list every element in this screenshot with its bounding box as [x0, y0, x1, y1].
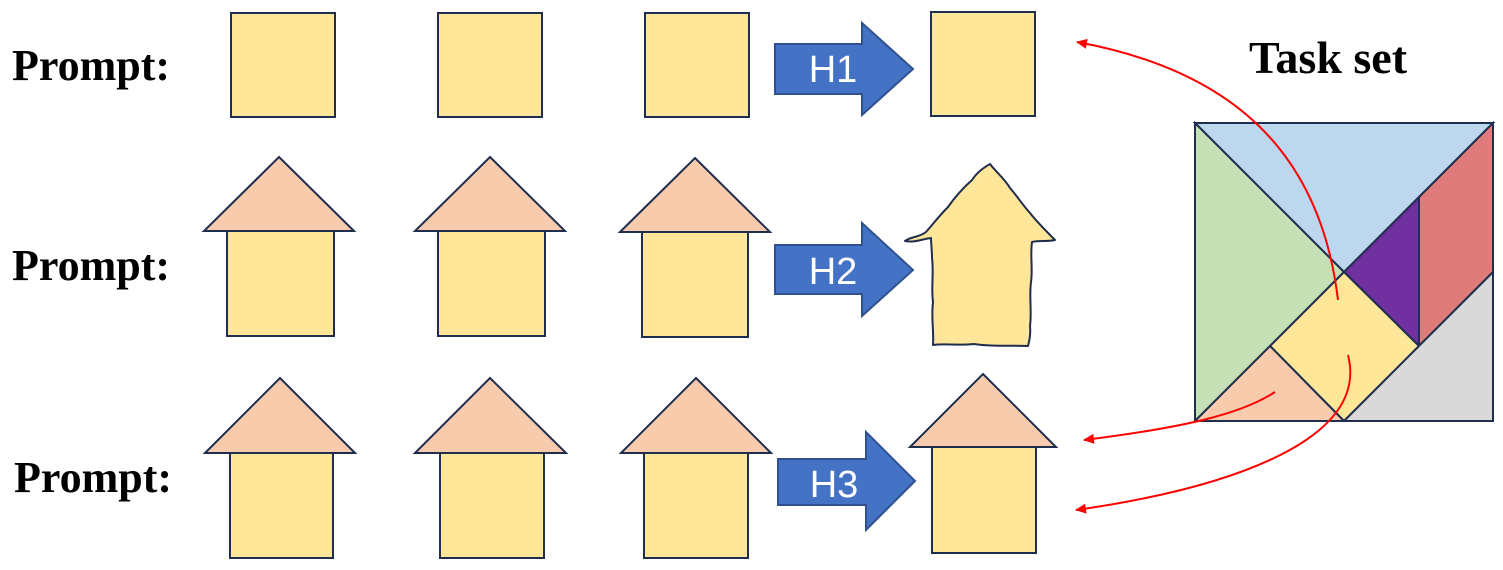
row-2-house-2: [412, 155, 568, 337]
tangram: [1192, 120, 1496, 424]
row-1-arrow-label: H1: [809, 49, 858, 91]
row-2-arrow-label: H2: [809, 251, 858, 293]
row-3-house-2: [412, 376, 569, 559]
row-2-house-3: [617, 156, 773, 338]
row-3-prompt-label: Prompt:: [14, 453, 172, 502]
row-2-house-1-body: [226, 230, 335, 337]
row-1-prompt-label: Prompt:: [12, 41, 170, 90]
connectors: [1075, 38, 1352, 514]
row-3-result-house: [907, 372, 1059, 554]
row-2-arrow-shape: [774, 220, 915, 319]
row-3-result-body: [931, 446, 1037, 554]
row-1-arrow-shape: [774, 20, 915, 118]
task-set: Task set: [1192, 32, 1496, 424]
row-1-square-3: [644, 12, 750, 118]
row-3-arrow-shape: [777, 429, 917, 533]
row-2-arrow: H2: [774, 220, 915, 319]
row-2-house-2-roof: [412, 155, 568, 232]
row-3-result-roof: [907, 372, 1059, 448]
row-3-house-3: [618, 376, 774, 559]
task-set-title: Task set: [1249, 32, 1408, 83]
row-3-house-2-roof: [412, 376, 569, 454]
row-2-house-1-roof: [201, 155, 357, 232]
row-1: Prompt: H1: [12, 11, 1036, 118]
row-3-house-2-body: [439, 452, 545, 559]
row-1-arrow: H1: [774, 20, 915, 118]
row-3-house-1: [202, 376, 358, 559]
row-2-result-sketch-house: [904, 163, 1056, 347]
row-2-house-1: [201, 155, 357, 337]
row-2-house-3-roof: [617, 156, 773, 233]
connector-to-row-3-body: [1075, 354, 1352, 514]
row-2: Prompt: H2: [12, 155, 1056, 347]
connector-to-row-1: [1076, 38, 1339, 301]
connector-to-row-3-roof: [1083, 391, 1276, 444]
row-3-arrow: H3: [777, 429, 917, 533]
row-3-house-3-roof: [618, 376, 774, 454]
tangram-grey-triangle: [1341, 269, 1494, 422]
row-3-house-3-body: [643, 452, 749, 559]
row-1-square-2: [437, 12, 543, 118]
tangram-peach-triangle: [1192, 344, 1347, 422]
row-2-prompt-label: Prompt:: [12, 241, 170, 290]
row-3: Prompt: H3: [14, 372, 1059, 559]
row-3-house-1-body: [229, 452, 334, 559]
row-3-arrow-label: H3: [810, 464, 859, 506]
row-1-square-1: [230, 12, 336, 118]
row-2-house-3-body: [641, 231, 749, 338]
row-2-house-2-body: [437, 230, 546, 337]
row-1-result-square: [930, 11, 1036, 117]
row-3-house-1-roof: [202, 376, 358, 454]
